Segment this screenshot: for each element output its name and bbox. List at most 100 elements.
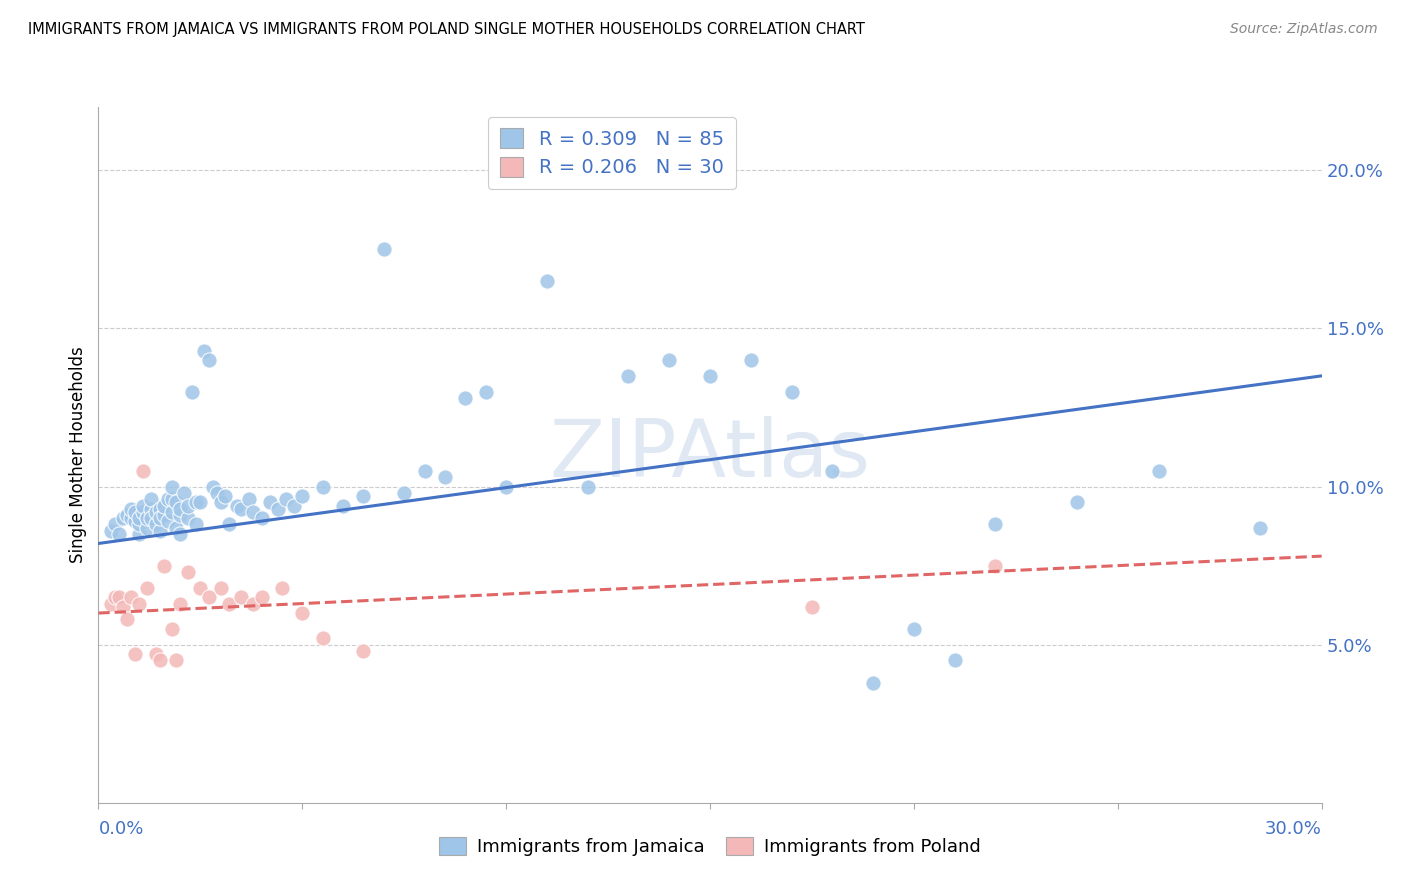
Point	[186, 517, 208, 532]
Point	[145, 647, 167, 661]
Point	[128, 517, 150, 532]
Point	[165, 653, 187, 667]
Point	[165, 495, 187, 509]
Point	[283, 499, 305, 513]
Point	[188, 495, 212, 509]
Point	[124, 514, 146, 528]
Point	[392, 486, 416, 500]
Point	[801, 599, 824, 614]
Point	[104, 591, 127, 605]
Point	[242, 597, 264, 611]
Point	[1249, 521, 1271, 535]
Point	[250, 511, 273, 525]
Point	[291, 489, 314, 503]
Point	[205, 486, 228, 500]
Point	[1066, 495, 1088, 509]
Text: 30.0%: 30.0%	[1265, 821, 1322, 838]
Point	[128, 597, 150, 611]
Point	[145, 505, 167, 519]
Point	[169, 527, 191, 541]
Point	[474, 384, 498, 399]
Point	[226, 499, 249, 513]
Point	[332, 499, 354, 513]
Point	[108, 591, 131, 605]
Point	[132, 499, 155, 513]
Point	[373, 243, 395, 257]
Point	[259, 495, 281, 509]
Point	[132, 505, 155, 519]
Point	[193, 343, 215, 358]
Point	[536, 274, 558, 288]
Point	[136, 511, 159, 525]
Text: IMMIGRANTS FROM JAMAICA VS IMMIGRANTS FROM POLAND SINGLE MOTHER HOUSEHOLDS CORRE: IMMIGRANTS FROM JAMAICA VS IMMIGRANTS FR…	[28, 22, 865, 37]
Point	[136, 581, 159, 595]
Point	[238, 492, 260, 507]
Point	[312, 632, 335, 646]
Point	[984, 558, 1007, 573]
Point	[160, 479, 183, 493]
Point	[145, 517, 167, 532]
Point	[274, 492, 297, 507]
Point	[740, 353, 762, 368]
Point	[152, 508, 174, 522]
Point	[120, 501, 142, 516]
Point	[149, 511, 172, 525]
Point	[115, 508, 138, 522]
Point	[115, 612, 138, 626]
Point	[169, 501, 191, 516]
Point	[160, 492, 183, 507]
Point	[100, 597, 122, 611]
Point	[218, 597, 240, 611]
Point	[156, 492, 179, 507]
Point	[156, 514, 179, 528]
Point	[250, 591, 273, 605]
Point	[454, 391, 477, 405]
Point	[149, 653, 172, 667]
Text: 0.0%: 0.0%	[98, 821, 143, 838]
Point	[141, 492, 163, 507]
Point	[124, 647, 146, 661]
Point	[124, 505, 146, 519]
Point	[658, 353, 681, 368]
Point	[267, 501, 290, 516]
Point	[201, 479, 224, 493]
Point	[177, 499, 200, 513]
Point	[352, 644, 374, 658]
Legend: Immigrants from Jamaica, Immigrants from Poland: Immigrants from Jamaica, Immigrants from…	[432, 830, 988, 863]
Point	[177, 565, 200, 579]
Point	[128, 511, 150, 525]
Point	[413, 464, 436, 478]
Point	[231, 501, 253, 516]
Point	[128, 527, 150, 541]
Point	[576, 479, 599, 493]
Point	[100, 524, 122, 538]
Point	[149, 501, 172, 516]
Point	[136, 521, 159, 535]
Point	[495, 479, 517, 493]
Point	[231, 591, 253, 605]
Point	[160, 505, 183, 519]
Point	[188, 581, 212, 595]
Point	[186, 495, 208, 509]
Point	[862, 675, 884, 690]
Point	[984, 517, 1007, 532]
Point	[352, 489, 374, 503]
Point	[152, 499, 174, 513]
Point	[197, 353, 219, 368]
Point	[111, 599, 134, 614]
Point	[169, 597, 191, 611]
Point	[120, 591, 142, 605]
Y-axis label: Single Mother Households: Single Mother Households	[69, 347, 87, 563]
Text: ZIPAtlas: ZIPAtlas	[550, 416, 870, 494]
Point	[104, 517, 127, 532]
Point	[197, 591, 219, 605]
Point	[132, 464, 155, 478]
Point	[699, 368, 721, 383]
Point	[108, 527, 131, 541]
Point	[218, 517, 240, 532]
Point	[617, 368, 640, 383]
Point	[209, 581, 232, 595]
Point	[160, 622, 183, 636]
Text: Source: ZipAtlas.com: Source: ZipAtlas.com	[1230, 22, 1378, 37]
Point	[165, 521, 187, 535]
